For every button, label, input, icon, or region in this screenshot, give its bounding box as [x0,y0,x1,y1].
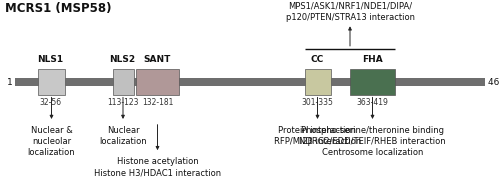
Text: 301-335: 301-335 [302,98,334,107]
Bar [112,69,134,95]
Text: NLS1: NLS1 [37,55,63,64]
Text: Phospho-serine/theronine binding
NDRG2/EDD/TEIF/RHEB interaction
Centrosome loca: Phospho-serine/theronine binding NDRG2/E… [299,126,446,157]
Text: FHA: FHA [362,55,383,64]
Text: 462 aa: 462 aa [488,78,500,87]
Bar [305,69,331,95]
Bar [350,69,395,95]
Text: MCRS1 (MSP58): MCRS1 (MSP58) [5,2,112,15]
Text: Nuclear &
nucleolar
localization: Nuclear & nucleolar localization [28,126,76,157]
Text: Histone acetylation
Histone H3/HDAC1 interaction: Histone acetylation Histone H3/HDAC1 int… [94,157,221,177]
Text: Nuclear
localization: Nuclear localization [99,126,147,146]
Bar [15,78,485,86]
Text: MPS1/ASK1/NRF1/NDE1/DIPA/
p120/PTEN/STRA13 interaction: MPS1/ASK1/NRF1/NDE1/DIPA/ p120/PTEN/STRA… [286,2,414,22]
Text: NLS2: NLS2 [110,55,136,64]
Bar [38,69,65,95]
Text: 363-419: 363-419 [356,98,388,107]
Text: Protein interaction
RFP/Mi2β interaction: Protein interaction RFP/Mi2β interaction [274,126,361,146]
Text: 132-181: 132-181 [142,98,173,107]
Text: 1: 1 [7,78,12,87]
Bar [136,69,179,95]
Text: 32-56: 32-56 [39,98,61,107]
Text: CC: CC [311,55,324,64]
Text: SANT: SANT [144,55,171,64]
Text: 113-123: 113-123 [107,98,138,107]
